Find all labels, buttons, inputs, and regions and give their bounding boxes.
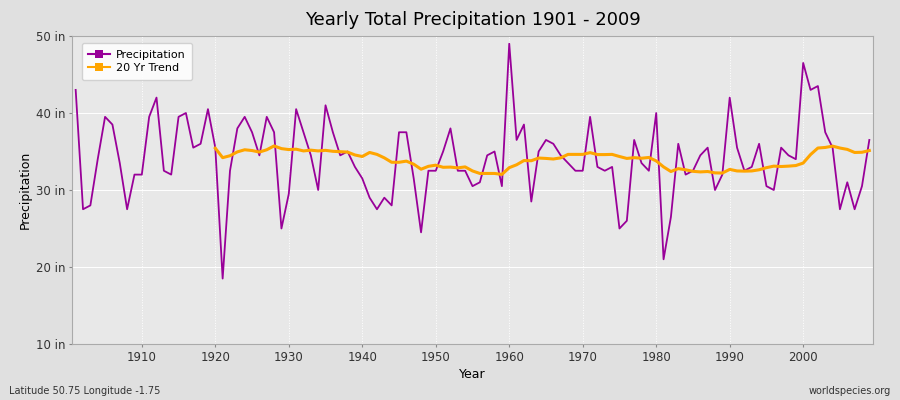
Title: Yearly Total Precipitation 1901 - 2009: Yearly Total Precipitation 1901 - 2009: [304, 11, 641, 29]
Legend: Precipitation, 20 Yr Trend: Precipitation, 20 Yr Trend: [82, 43, 193, 80]
Text: worldspecies.org: worldspecies.org: [809, 386, 891, 396]
Y-axis label: Precipitation: Precipitation: [18, 151, 32, 229]
Text: Latitude 50.75 Longitude -1.75: Latitude 50.75 Longitude -1.75: [9, 386, 160, 396]
X-axis label: Year: Year: [459, 368, 486, 381]
